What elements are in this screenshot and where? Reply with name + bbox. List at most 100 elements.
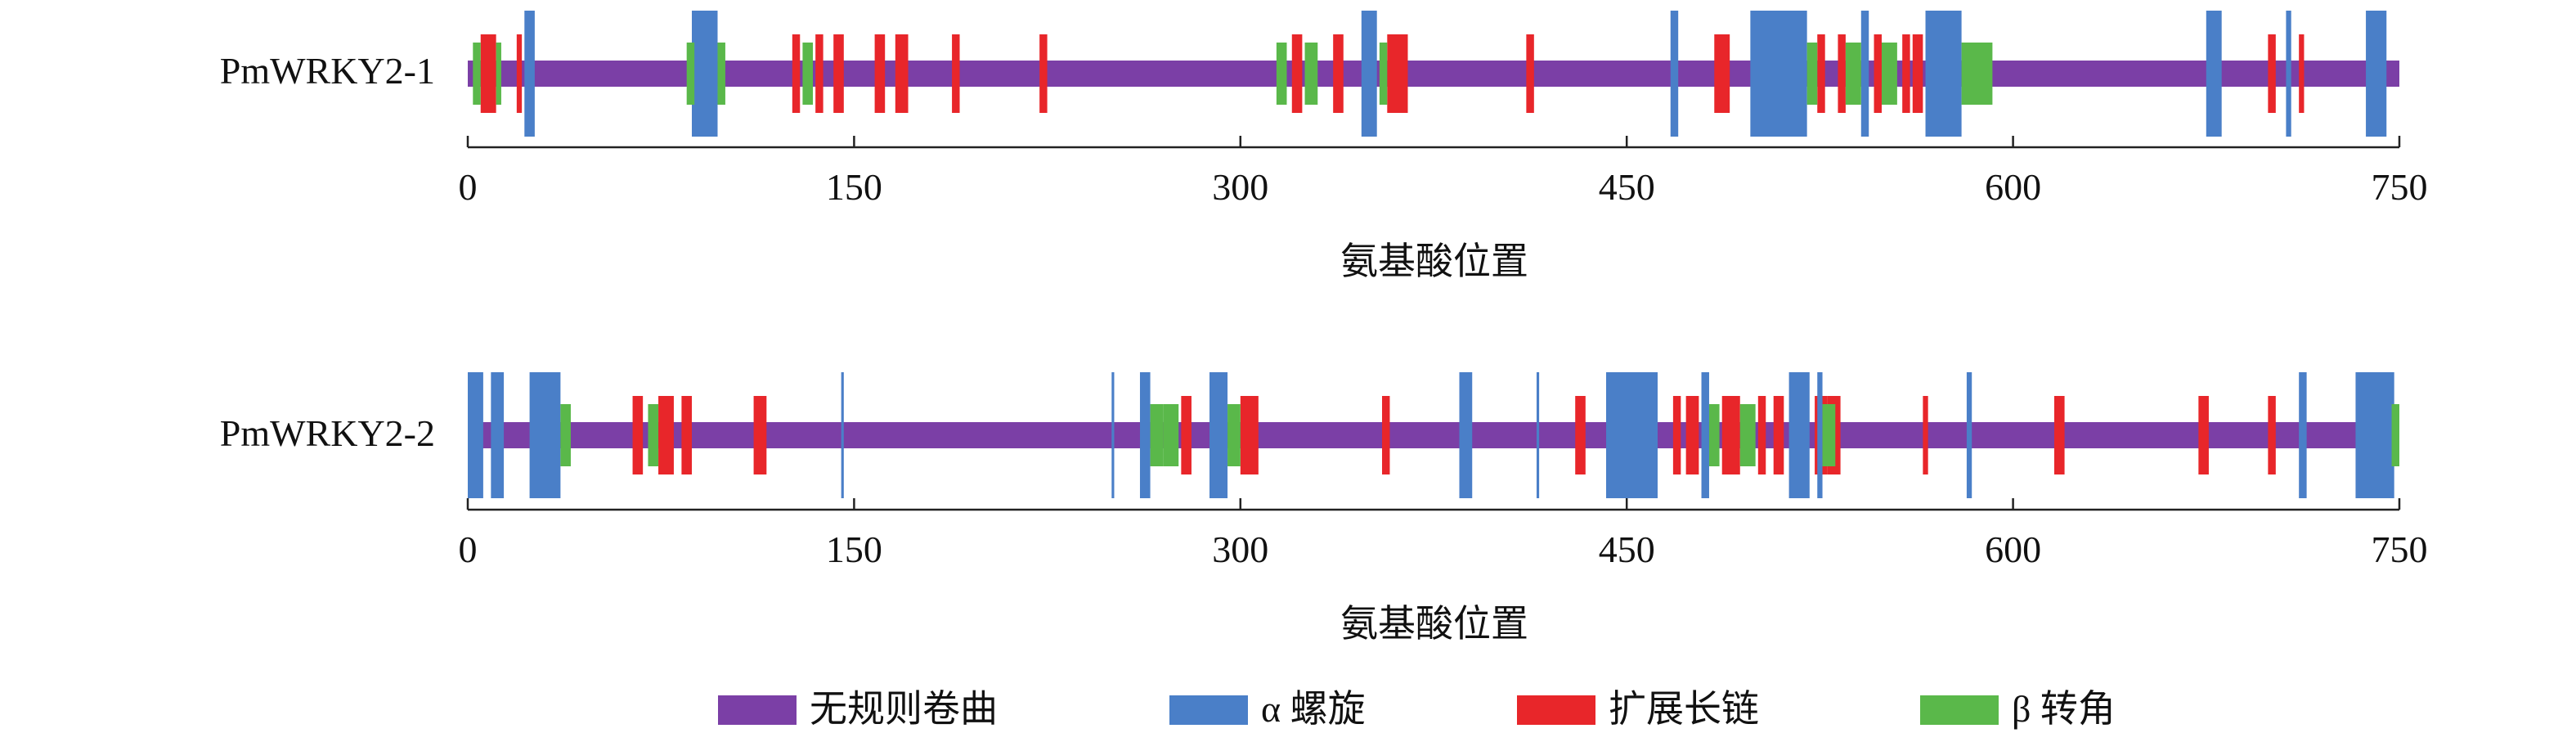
strand-segment [1526, 34, 1534, 113]
x-axis-title-2: 氨基酸位置 [1340, 603, 1528, 645]
strand-segment [1387, 34, 1408, 113]
helix-segment [1209, 372, 1228, 498]
helix-segment [1750, 11, 1807, 137]
strand-segment [1382, 396, 1390, 474]
strand-segment [1240, 396, 1259, 474]
strand-segment [2053, 396, 2065, 474]
strand-segment [480, 34, 496, 113]
strand-segment [1923, 396, 1928, 474]
coil-backbone [468, 61, 2399, 87]
helix-segment [1925, 11, 1962, 137]
helix-segment [1111, 372, 1115, 498]
strand-segment [1575, 396, 1586, 474]
strand-segment [2268, 34, 2276, 113]
turn-segment [560, 404, 571, 466]
helix-segment [691, 11, 718, 137]
helix-segment [2366, 11, 2387, 137]
panel-pmwrky2-1: PmWRKY2-1 0 150 300 450 600 750 氨基酸位置 [220, 11, 2428, 282]
strand-segment [516, 34, 523, 113]
strand-segment [952, 34, 960, 113]
helix-segment [1966, 372, 1972, 498]
panel-pmwrky2-2: PmWRKY2-2 0 150 300 450 600 750 氨基酸位置 [220, 372, 2428, 645]
strand-segment [681, 396, 692, 474]
strand-segment [753, 396, 767, 474]
strand-segment [1685, 396, 1699, 474]
strand-segment [1721, 396, 1740, 474]
turn-segment [717, 43, 725, 105]
strand-segment [1757, 396, 1766, 474]
x-tick-label: 300 [1212, 528, 1268, 570]
turn-segment [1163, 404, 1179, 466]
helix-segment [841, 372, 844, 498]
turn-segment [1708, 404, 1720, 466]
helix-segment [1817, 372, 1823, 498]
turn-segment [648, 404, 659, 466]
x-tick-label: 600 [1985, 528, 2041, 570]
helix-segment [1670, 11, 1679, 137]
x-axis-title-1: 氨基酸位置 [1340, 241, 1528, 282]
x-tick-label: 300 [1212, 166, 1268, 208]
legend-swatch [718, 695, 797, 725]
helix-segment [2355, 372, 2394, 498]
x-tick-label: 0 [459, 528, 478, 570]
helix-segment [1860, 11, 1869, 137]
turn-segment [1845, 43, 1861, 105]
strand-segment [1773, 396, 1784, 474]
strand-segment [1912, 34, 1923, 113]
helix-segment [1459, 372, 1473, 498]
strand-segment [815, 34, 824, 113]
strand-segment [658, 396, 674, 474]
helix-segment [529, 372, 561, 498]
helix-segment [524, 11, 535, 137]
legend-swatch [1517, 695, 1595, 725]
turn-segment [686, 43, 695, 105]
helix-segment [2286, 11, 2291, 137]
turn-segment [1150, 404, 1164, 466]
strand-segment [1817, 34, 1825, 113]
helix-segment [1701, 372, 1709, 498]
strand-segment [2268, 396, 2276, 474]
legend-label: 扩展长链 [1609, 688, 1759, 730]
legend-swatch [1169, 695, 1248, 725]
turn-segment [496, 43, 501, 105]
turn-segment [2391, 404, 2399, 466]
strand-segment [1714, 34, 1730, 113]
turn-segment [1304, 43, 1318, 105]
turn-segment [1379, 43, 1388, 105]
x-tick-label: 750 [2372, 166, 2428, 208]
helix-segment [2299, 372, 2307, 498]
turn-segment [473, 43, 481, 105]
strand-segment [833, 34, 844, 113]
turn-segment [1227, 404, 1241, 466]
x-tick-label: 600 [1985, 166, 2041, 208]
legend: 无规则卷曲 α 螺旋 扩展长链 β 转角 [718, 688, 2116, 730]
strand-segment [1333, 34, 1344, 113]
legend-label: 无规则卷曲 [810, 688, 998, 730]
legend-swatch [1920, 695, 1999, 725]
x-tick-label: 450 [1599, 166, 1655, 208]
protein-label-pmwrky2-1: PmWRKY2-1 [220, 50, 435, 92]
turn-segment [802, 43, 814, 105]
x-tick-label: 0 [459, 166, 478, 208]
turn-segment [1961, 43, 1993, 105]
legend-label: α 螺旋 [1261, 688, 1366, 730]
strand-segment [2299, 34, 2304, 113]
strand-segment [874, 34, 886, 113]
strand-segment [1672, 396, 1681, 474]
helix-segment [1606, 372, 1658, 498]
strand-segment [792, 34, 801, 113]
strand-segment [632, 396, 644, 474]
strand-segment [1181, 396, 1192, 474]
turn-segment [1822, 404, 1836, 466]
coil-backbone [468, 422, 2399, 448]
helix-segment [468, 372, 483, 498]
x-tick-label: 150 [826, 166, 882, 208]
turn-segment [1806, 43, 1818, 105]
strand-segment [1902, 34, 1910, 113]
turn-segment [1276, 43, 1287, 105]
helix-segment [1139, 372, 1151, 498]
turn-segment [1881, 43, 1897, 105]
legend-label: β 转角 [2012, 688, 2116, 730]
helix-segment [1536, 372, 1540, 498]
